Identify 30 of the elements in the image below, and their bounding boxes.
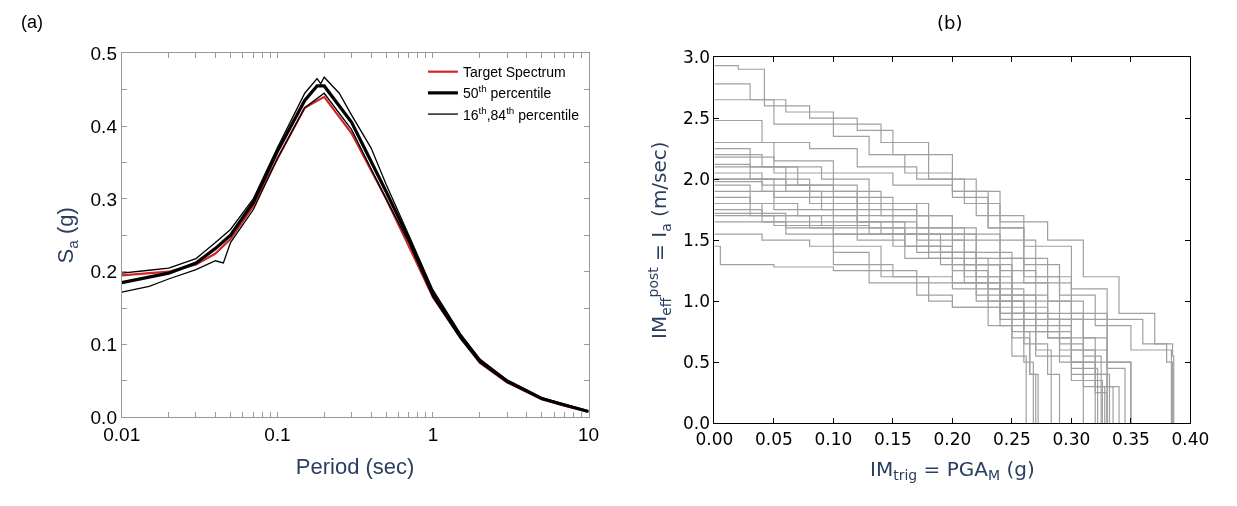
x-tick-label: 0.00 [695,428,734,449]
y-tick-label: 0.3 [90,188,117,210]
chart-title: (a) [21,12,43,32]
x-tick-label: 0.1 [264,424,291,446]
y-tick-label: 1.0 [682,291,711,312]
x-tick-label: 0.35 [1111,428,1150,449]
x-tick-label: 0.15 [873,428,912,449]
legend-label: 16$^{th}$,84$^{th}$ percentile [462,104,580,123]
y-tick-label: 1.5 [682,230,711,251]
chart-title: (b) [937,12,963,33]
y-tick-label: 2.5 [682,108,711,129]
y-tick-label: 0.5 [682,352,711,373]
x-tick-label: 0.05 [754,428,793,449]
x-tick-label: 1 [427,424,439,446]
y-tick-label: 0.5 [90,42,117,64]
y-tick-label: 0.1 [90,334,117,356]
x-tick-label: 0.10 [814,428,853,449]
y-tick-label: 0.4 [90,115,118,137]
x-tick-label: 10 [577,424,600,446]
legend-label: 50$^{th}$ percentile [462,83,552,102]
x-axis-title: IM$_{trig}$ = PGA$_{M}$ (g) [870,457,1035,484]
x-tick-label: 0.30 [1052,428,1091,449]
x-tick-label: 0.20 [933,428,972,449]
x-tick-label: 0.25 [992,428,1031,449]
x-tick-label: 0.40 [1171,428,1210,449]
y-tick-label: 2.0 [682,169,711,190]
y-tick-label: 3.0 [682,46,711,67]
legend-label: Target Spectrum [462,64,566,81]
x-axis-title: Period (sec) [295,454,415,480]
y-tick-label: 0.2 [90,261,117,283]
